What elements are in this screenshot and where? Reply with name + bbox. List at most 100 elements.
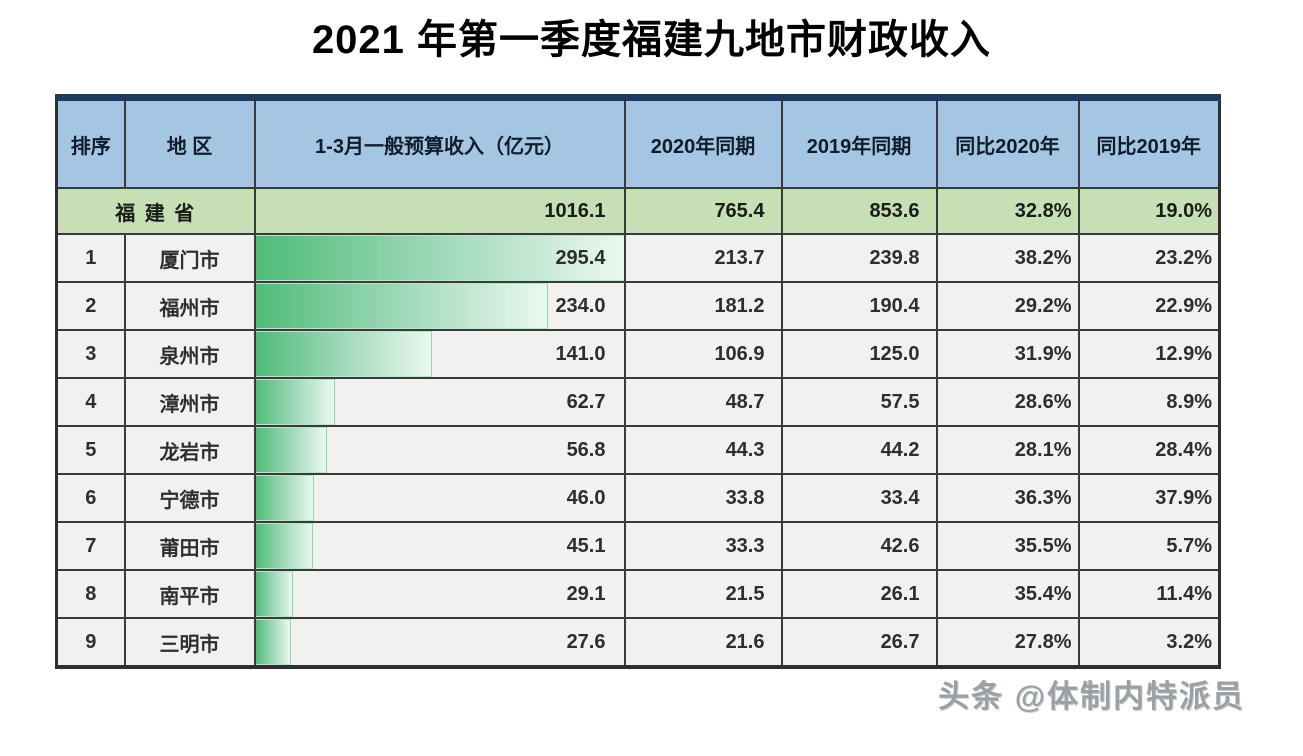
revenue-cell: 56.8 [253, 425, 626, 475]
header-2019-period: 2019年同期 [780, 96, 938, 189]
rank-cell: 7 [55, 521, 126, 571]
table-row: 5 龙岩市 56.8 44.3 44.2 28.1% 28.4% [55, 425, 1221, 475]
revenue-value: 234.0 [555, 294, 606, 317]
rank-cell: 3 [55, 329, 126, 379]
yoy-2020-cell: 27.8% [935, 617, 1080, 668]
revenue-value: 141.0 [555, 342, 606, 365]
revenue-databar [256, 332, 433, 376]
table-row: 7 莆田市 45.1 33.3 42.6 35.5% 5.7% [55, 521, 1221, 571]
yoy-2019-cell: 28.4% [1077, 425, 1221, 475]
value-2020-cell: 33.8 [623, 473, 783, 523]
table-row: 9 三明市 27.6 21.6 26.7 27.8% 3.2% [55, 617, 1221, 668]
yoy-2019-cell: 5.7% [1077, 521, 1221, 571]
yoy-2020-cell: 36.3% [935, 473, 1080, 523]
region-cell: 漳州市 [123, 377, 256, 427]
yoy-2020-cell: 28.6% [935, 377, 1080, 427]
revenue-cell: 234.0 [253, 281, 626, 331]
revenue-cell: 27.6 [253, 617, 626, 668]
watermark: 头条 @体制内特派员 [0, 671, 1303, 716]
revenue-cell: 141.0 [253, 329, 626, 379]
province-total-row: 福 建 省 1016.1 765.4 853.6 32.8% 19.0% [55, 187, 1221, 235]
rank-cell: 1 [55, 233, 126, 283]
value-2019-cell: 239.8 [780, 233, 938, 283]
revenue-databar [256, 524, 313, 568]
rank-cell: 2 [55, 281, 126, 331]
province-yoy-2019: 19.0% [1077, 187, 1221, 235]
value-2020-cell: 33.3 [623, 521, 783, 571]
yoy-2020-cell: 38.2% [935, 233, 1080, 283]
header-region: 地 区 [123, 96, 256, 189]
value-2019-cell: 26.7 [780, 617, 938, 668]
province-2020-value: 765.4 [623, 187, 783, 235]
province-yoy-2020: 32.8% [935, 187, 1080, 235]
value-2019-cell: 26.1 [780, 569, 938, 619]
value-2020-cell: 181.2 [623, 281, 783, 331]
table-row: 1 厦门市 295.4 213.7 239.8 38.2% 23.2% [55, 233, 1221, 283]
header-yoy-2020: 同比2020年 [935, 96, 1080, 189]
revenue-cell: 45.1 [253, 521, 626, 571]
region-cell: 莆田市 [123, 521, 256, 571]
header-rank: 排序 [55, 96, 126, 189]
province-2019-value: 853.6 [780, 187, 938, 235]
table-row: 4 漳州市 62.7 48.7 57.5 28.6% 8.9% [55, 377, 1221, 427]
yoy-2020-cell: 35.4% [935, 569, 1080, 619]
region-cell: 厦门市 [123, 233, 256, 283]
revenue-databar [256, 476, 314, 520]
revenue-value: 29.1 [566, 582, 606, 605]
table-header-row: 排序 地 区 1-3月一般预算收入（亿元） 2020年同期 2019年同期 同比… [55, 96, 1221, 189]
value-2020-cell: 21.5 [623, 569, 783, 619]
yoy-2020-cell: 28.1% [935, 425, 1080, 475]
revenue-databar [256, 236, 623, 280]
yoy-2019-cell: 8.9% [1077, 377, 1221, 427]
value-2019-cell: 190.4 [780, 281, 938, 331]
revenue-cell: 295.4 [253, 233, 626, 283]
table-row: 3 泉州市 141.0 106.9 125.0 31.9% 12.9% [55, 329, 1221, 379]
header-revenue: 1-3月一般预算收入（亿元） [253, 96, 626, 189]
revenue-databar [256, 620, 291, 665]
revenue-cell: 46.0 [253, 473, 626, 523]
province-name: 福 建 省 [55, 187, 256, 235]
yoy-2019-cell: 12.9% [1077, 329, 1221, 379]
yoy-2019-cell: 22.9% [1077, 281, 1221, 331]
header-2020-period: 2020年同期 [623, 96, 783, 189]
value-2019-cell: 125.0 [780, 329, 938, 379]
rank-cell: 4 [55, 377, 126, 427]
region-cell: 龙岩市 [123, 425, 256, 475]
rank-cell: 5 [55, 425, 126, 475]
table-row: 8 南平市 29.1 21.5 26.1 35.4% 11.4% [55, 569, 1221, 619]
yoy-2020-cell: 31.9% [935, 329, 1080, 379]
value-2020-cell: 106.9 [623, 329, 783, 379]
revenue-value: 62.7 [566, 390, 606, 413]
yoy-2019-cell: 11.4% [1077, 569, 1221, 619]
province-revenue: 1016.1 [253, 187, 626, 235]
rank-cell: 6 [55, 473, 126, 523]
yoy-2019-cell: 3.2% [1077, 617, 1221, 668]
revenue-databar [256, 428, 328, 472]
header-yoy-2019: 同比2019年 [1077, 96, 1221, 189]
revenue-value: 27.6 [566, 630, 606, 653]
revenue-cell: 29.1 [253, 569, 626, 619]
rank-cell: 8 [55, 569, 126, 619]
value-2020-cell: 21.6 [623, 617, 783, 668]
revenue-value: 45.1 [566, 534, 606, 557]
value-2019-cell: 44.2 [780, 425, 938, 475]
watermark-text: 头条 @体制内特派员 [938, 679, 1245, 714]
yoy-2019-cell: 37.9% [1077, 473, 1221, 523]
revenue-value: 56.8 [566, 438, 606, 461]
revenue-value: 46.0 [566, 486, 606, 509]
region-cell: 福州市 [123, 281, 256, 331]
region-cell: 宁德市 [123, 473, 256, 523]
revenue-databar [256, 284, 548, 328]
table-row: 2 福州市 234.0 181.2 190.4 29.2% 22.9% [55, 281, 1221, 331]
table-row: 6 宁德市 46.0 33.8 33.4 36.3% 37.9% [55, 473, 1221, 523]
region-cell: 泉州市 [123, 329, 256, 379]
rank-cell: 9 [55, 617, 126, 668]
revenue-databar [256, 572, 293, 616]
value-2019-cell: 42.6 [780, 521, 938, 571]
value-2019-cell: 33.4 [780, 473, 938, 523]
fiscal-revenue-table: 排序 地 区 1-3月一般预算收入（亿元） 2020年同期 2019年同期 同比… [55, 94, 1221, 669]
yoy-2019-cell: 23.2% [1077, 233, 1221, 283]
revenue-cell: 62.7 [253, 377, 626, 427]
yoy-2020-cell: 35.5% [935, 521, 1080, 571]
value-2020-cell: 213.7 [623, 233, 783, 283]
